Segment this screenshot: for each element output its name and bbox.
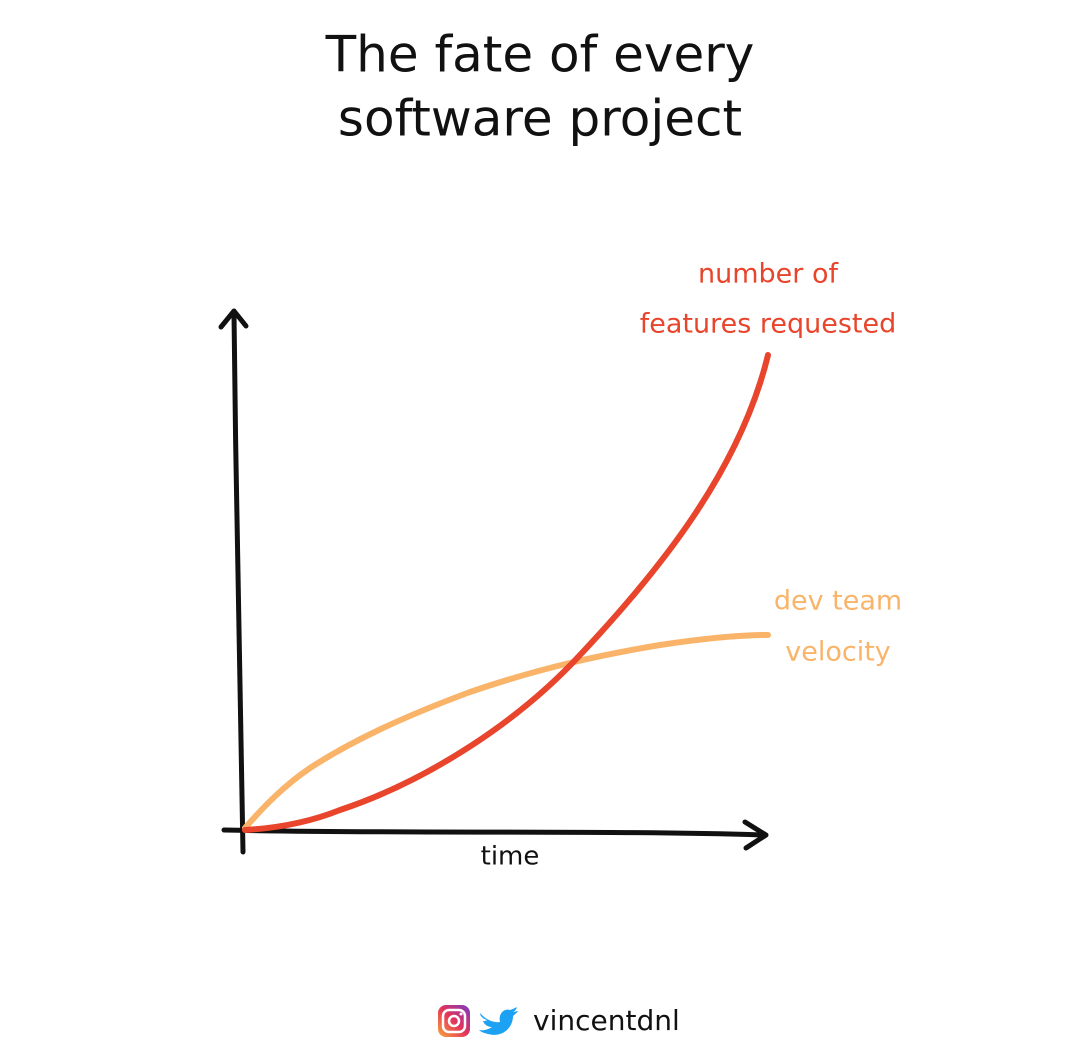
curve-label: velocity: [785, 637, 891, 668]
x-axis: [221, 827, 768, 838]
y-axis: [231, 311, 246, 855]
curve-label: features requested: [640, 309, 897, 340]
twitter-icon: [479, 1007, 518, 1035]
x-axis-label: time: [481, 842, 540, 872]
curve-label: dev team: [774, 586, 902, 617]
curve-label: number of: [698, 259, 839, 290]
x-axis-arrow: [742, 819, 769, 851]
footer-handle: vincentdnl: [533, 1004, 680, 1037]
title-line: software project: [338, 90, 742, 148]
title-line: The fate of every: [325, 26, 755, 84]
features-curve: [242, 352, 771, 833]
y-axis-arrow: [218, 308, 249, 330]
instagram-icon: [438, 1005, 470, 1037]
velocity-curve: [242, 632, 771, 831]
